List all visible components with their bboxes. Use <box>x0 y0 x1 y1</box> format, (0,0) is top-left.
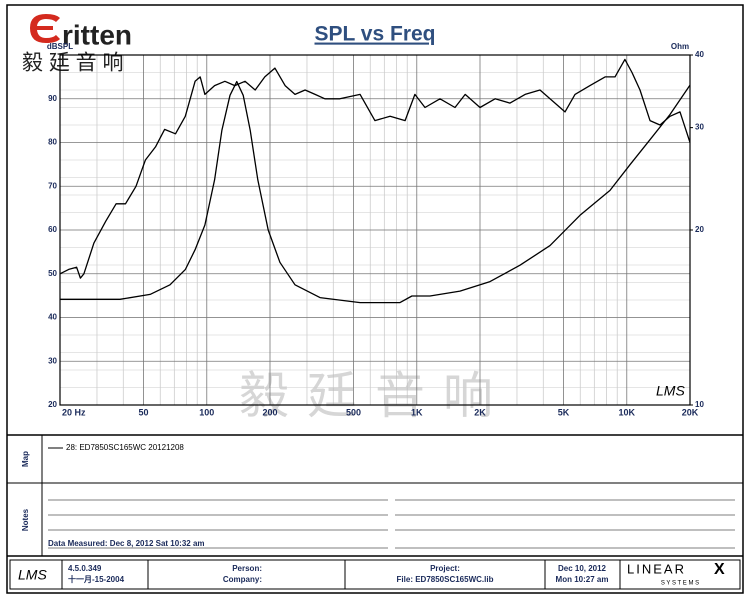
series-line <box>59 58 691 279</box>
y-axis-label: dBSPL <box>47 42 73 51</box>
map-label: Map <box>21 451 30 467</box>
x-tick-label: 200 <box>262 407 277 417</box>
logo: ritten <box>62 19 132 50</box>
y2-axis-label: Ohm <box>671 42 689 51</box>
legend-entry: 28: ED7850SC165WC 20121208 <box>66 443 184 452</box>
x-tick-label: 2K <box>474 407 486 417</box>
y-tick-label: 20 <box>48 400 57 409</box>
x-tick-label: 10K <box>619 407 636 417</box>
plot-border <box>59 54 691 406</box>
y2-tick-label: 20 <box>695 225 704 234</box>
y-tick-label: 80 <box>48 138 57 147</box>
vendor-x: X <box>714 561 725 578</box>
time: Mon 10:27 am <box>556 575 609 584</box>
brand-mark: LMS <box>656 383 685 399</box>
y2-tick-label: 10 <box>695 400 704 409</box>
file: File: ED7850SC165WC.lib <box>397 575 494 584</box>
note-lines <box>48 499 735 549</box>
notes-label: Notes <box>21 508 30 531</box>
y2-tick-label: 40 <box>695 50 704 59</box>
logo-cn: 毅 廷 音 响 <box>22 52 124 75</box>
footer-logo: LMS <box>18 567 47 583</box>
plot: 20 Hz 50 100 200 500 1K 2K 5K 10K 20K 20 30 40 50 60 70… <box>47 42 705 417</box>
date: Dec 10, 2012 <box>558 564 607 573</box>
y-tick-label: 50 <box>48 269 57 278</box>
vendor: LINEAR <box>627 561 686 576</box>
y-tick-label: 60 <box>48 225 57 234</box>
y-tick-label: 70 <box>48 181 57 190</box>
x-tick-label: 50 <box>139 407 149 417</box>
chart-title: SPL vs Freq <box>315 23 436 46</box>
x-tick-label: 20 Hz <box>62 407 86 417</box>
x-tick-label: 500 <box>346 407 361 417</box>
project: Project: <box>430 564 460 573</box>
frame <box>6 4 744 594</box>
x-tick-label: 1K <box>411 407 423 417</box>
logo-mark <box>30 14 60 43</box>
measured: Data Measured: Dec 8, 2012 Sat 10:32 am <box>48 539 205 548</box>
company: Company: <box>223 575 262 584</box>
version: 4.5.0.349 <box>68 564 102 573</box>
watermark: 毅廷音响 <box>239 368 511 424</box>
y-tick-label: 90 <box>48 94 57 103</box>
series-line <box>60 80 691 304</box>
vendor-sub: S Y S T E M S <box>661 581 699 587</box>
x-tick-label: 20K <box>682 407 699 417</box>
y2-tick-label: 30 <box>695 123 704 132</box>
footer-box <box>9 559 741 590</box>
x-tick-label: 5K <box>558 407 570 417</box>
y-tick-label: 40 <box>48 313 57 322</box>
person: Person: <box>232 564 262 573</box>
footer-dividers <box>61 560 621 589</box>
x-tick-label: 100 <box>199 407 214 417</box>
version-date: 十一月-15-2004 <box>68 574 125 584</box>
y-tick-label: 30 <box>48 356 57 365</box>
